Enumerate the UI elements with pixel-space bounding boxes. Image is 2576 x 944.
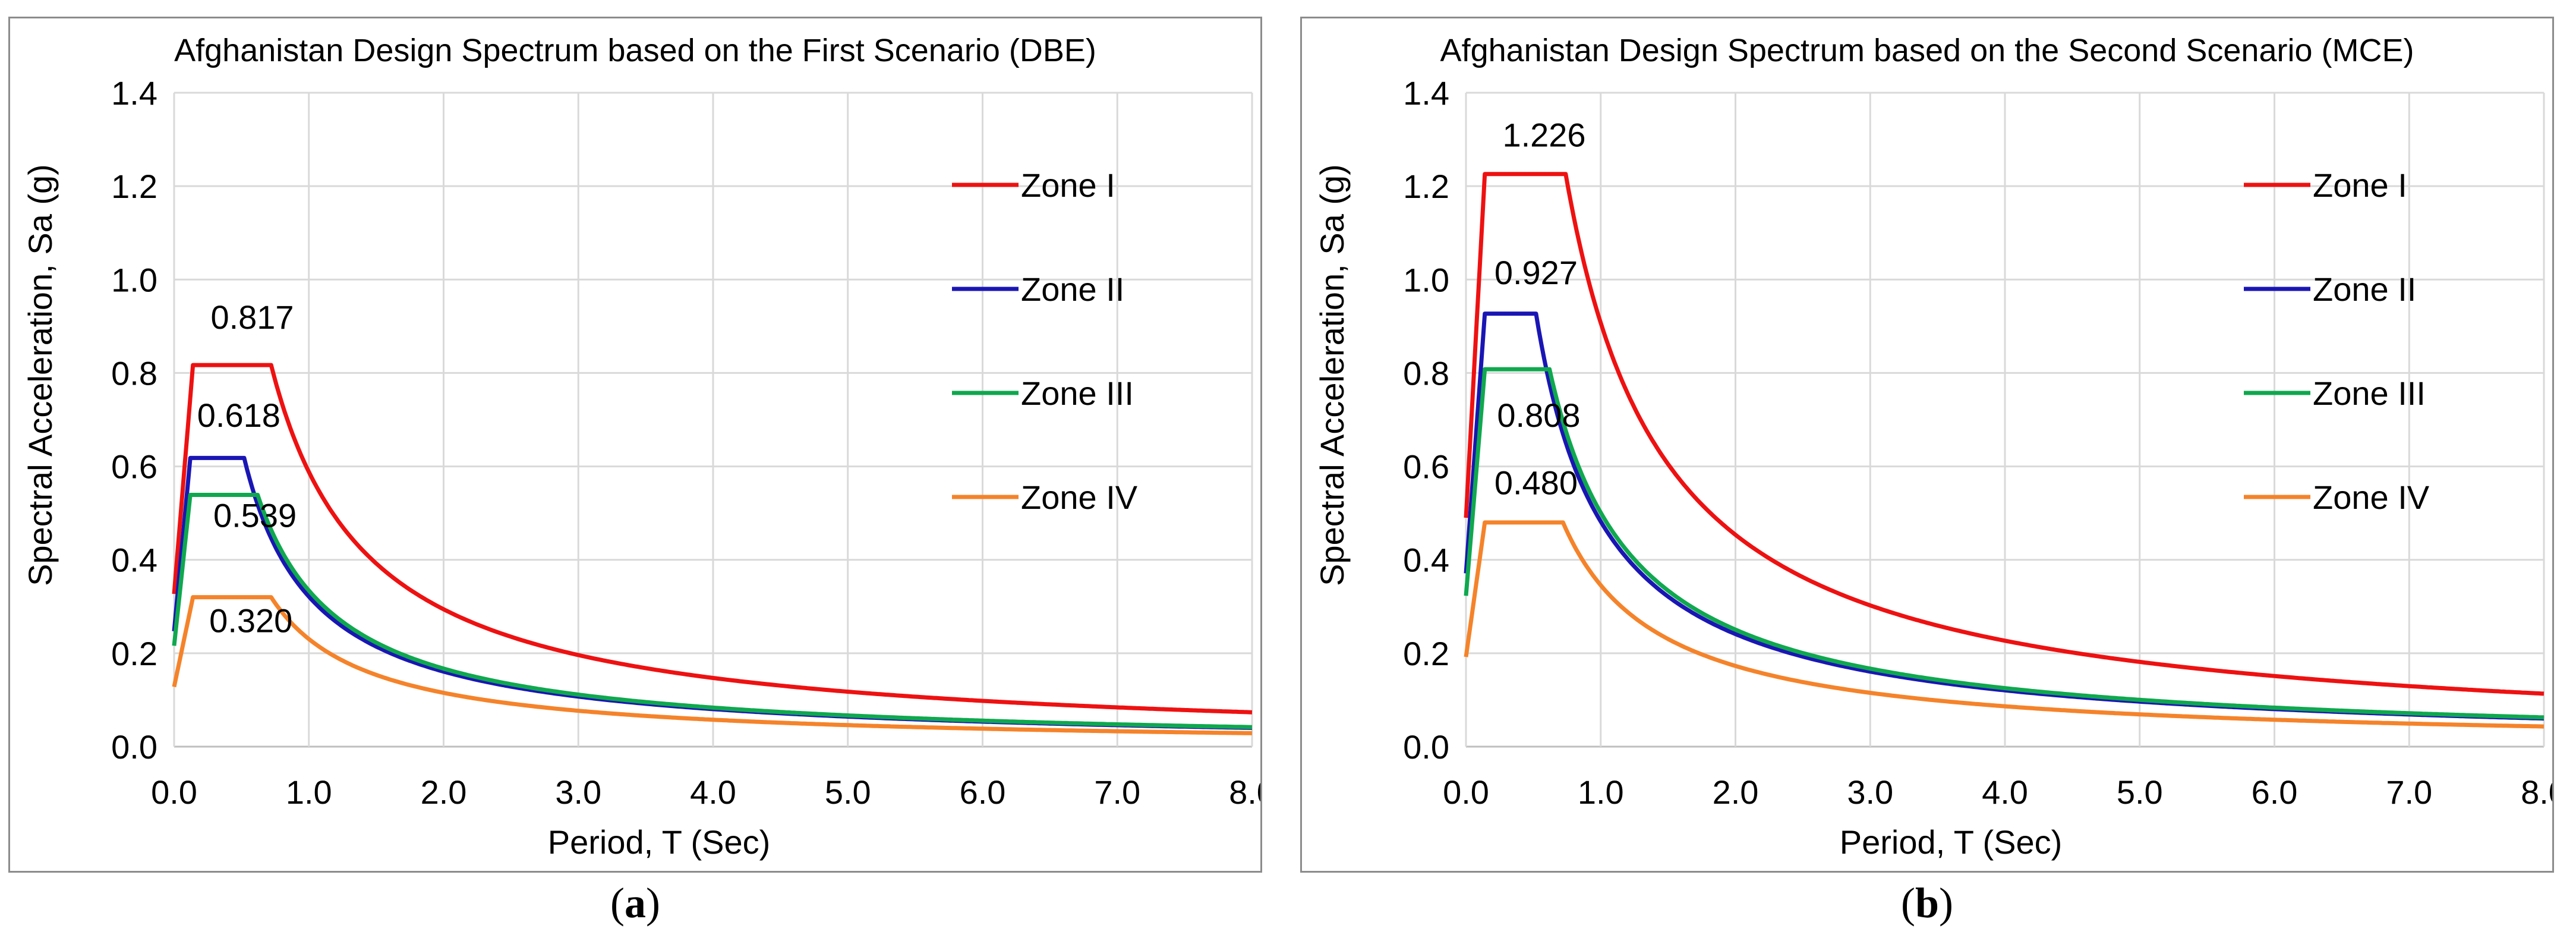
legend-label: Zone I [2313,166,2407,204]
y-tick-label: 1.4 [1403,74,1449,112]
y-tick-label: 1.4 [111,74,157,112]
series-line [1464,367,2545,720]
peak-value-label: 1.226 [1502,116,1585,153]
y-tick-label: 0.0 [111,728,157,766]
peak-value-label: 0.480 [1494,464,1578,502]
x-tick-label: 2.0 [421,773,467,811]
x-tick-label: 3.0 [1847,773,1893,811]
x-tick-label: 6.0 [960,773,1006,811]
x-tick-label: 8.0 [2521,773,2552,811]
x-tick-label: 1.0 [286,773,332,811]
y-tick-label: 0.2 [111,635,157,672]
y-tick-label: 0.6 [111,448,157,486]
legend-label: Zone IV [1021,479,1138,516]
x-tick-label: 0.0 [151,773,197,811]
legend-label: Zone IV [2313,479,2430,516]
x-tick-label: 4.0 [690,773,736,811]
chart-title: Afghanistan Design Spectrum based on the… [174,33,1096,68]
peak-value-label: 0.320 [209,602,292,640]
legend-label: Zone III [1021,375,1134,412]
series-line [1464,520,2545,729]
series-line [1464,172,2545,696]
chart-dbe: Afghanistan Design Spectrum based on the… [21,33,1260,861]
y-tick-label: 0.8 [1403,354,1449,392]
x-tick-label: 1.0 [1578,773,1624,811]
y-axis-label: Spectral Acceleration, Sa (g) [1313,164,1351,586]
x-tick-label: 3.0 [555,773,601,811]
peak-value-label: 0.618 [197,397,280,434]
y-tick-label: 0.6 [1403,448,1449,486]
y-tick-label: 1.2 [111,168,157,205]
x-tick-label: 4.0 [1982,773,2028,811]
caption-letter: b [1915,879,1940,927]
legend-label: Zone II [2313,270,2416,308]
chart-mce: Afghanistan Design Spectrum based on the… [1313,33,2552,861]
x-axis-label: Period, T (Sec) [548,823,771,861]
y-tick-label: 0.4 [1403,542,1449,579]
x-tick-label: 7.0 [2386,773,2432,811]
x-axis-label: Period, T (Sec) [1840,823,2063,861]
x-tick-label: 5.0 [2117,773,2163,811]
y-tick-label: 1.0 [111,261,157,298]
caption-a: (a) [610,879,660,927]
x-tick-label: 7.0 [1094,773,1140,811]
peak-value-label: 0.817 [210,298,294,336]
peak-value-label: 0.808 [1497,397,1580,434]
chart-panel-mce: Afghanistan Design Spectrum based on the… [1300,17,2554,873]
chart-panel-dbe: Afghanistan Design Spectrum based on the… [8,17,1262,873]
x-tick-label: 2.0 [1713,773,1759,811]
legend-label: Zone II [1021,270,1124,308]
peak-value-label: 0.539 [213,497,297,534]
caption-letter: a [625,879,646,927]
caption-b: (b) [1900,879,1953,927]
series-line [172,493,1253,729]
peak-value-label: 0.927 [1494,254,1578,291]
y-tick-label: 0.8 [111,354,157,392]
x-tick-label: 0.0 [1443,773,1489,811]
x-tick-label: 8.0 [1229,773,1260,811]
y-axis-label: Spectral Acceleration, Sa (g) [21,164,59,586]
series-line [172,595,1253,735]
legend-label: Zone III [2313,375,2426,412]
y-tick-label: 0.2 [1403,635,1449,672]
chart-title: Afghanistan Design Spectrum based on the… [1440,33,2414,68]
y-tick-label: 0.0 [1403,728,1449,766]
y-tick-label: 1.0 [1403,261,1449,298]
x-tick-label: 5.0 [825,773,871,811]
legend-label: Zone I [1021,166,1115,204]
x-tick-label: 6.0 [2252,773,2298,811]
series-line [172,363,1253,715]
y-tick-label: 1.2 [1403,168,1449,205]
y-tick-label: 0.4 [111,542,157,579]
